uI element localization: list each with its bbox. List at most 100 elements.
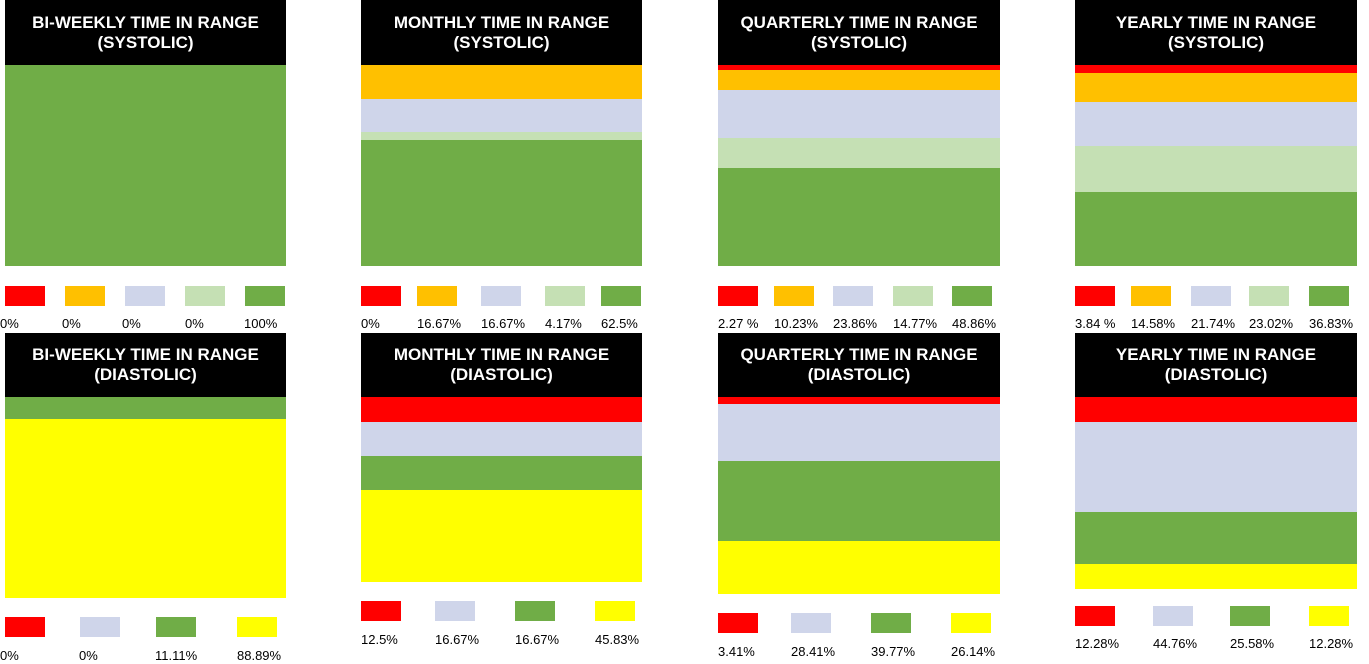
chart-panel: YEARLY TIME IN RANGE (SYSTOLIC) [1075, 0, 1357, 266]
data-label: 12.5% [361, 632, 398, 647]
legend-swatch-green [952, 286, 992, 306]
data-label: 12.28% [1309, 636, 1354, 651]
data-label: 48.86% [952, 316, 997, 331]
bar-segment-yellow [1075, 564, 1357, 589]
chart-title: BI-WEEKLY TIME IN RANGE (SYSTOLIC) [5, 0, 286, 65]
bar-segment-green [1075, 191, 1357, 266]
data-label: 44.76% [1153, 636, 1198, 651]
data-label: 0% [0, 316, 19, 331]
stacked-bar [718, 65, 1000, 266]
stacked-bar [718, 397, 1000, 594]
data-label: 3.41% [718, 644, 755, 659]
chart-panel: MONTHLY TIME IN RANGE (SYSTOLIC) [361, 0, 642, 266]
bar-segment-red [1075, 397, 1357, 422]
bar-segment-light-green [718, 138, 1000, 168]
data-label: 0% [185, 316, 204, 331]
data-label: 0% [122, 316, 141, 331]
bar-segment-orange [718, 69, 1000, 91]
chart-title: BI-WEEKLY TIME IN RANGE (DIASTOLIC) [5, 333, 286, 397]
legend-swatch-lavender [125, 286, 165, 306]
legend-swatch-lavender [435, 601, 475, 621]
bar-segment-light-green [361, 132, 642, 141]
chart-panel: BI-WEEKLY TIME IN RANGE (SYSTOLIC) [5, 0, 286, 266]
legend-swatch-yellow [237, 617, 277, 637]
legend-swatch-lavender [481, 286, 521, 306]
bar-segment-red [1075, 65, 1357, 73]
legend-swatch-orange [774, 286, 814, 306]
stacked-bar [1075, 65, 1357, 266]
legend-swatch-red [1075, 606, 1115, 626]
chart-panel: QUARTERLY TIME IN RANGE (DIASTOLIC) [718, 333, 1000, 594]
chart-panel: QUARTERLY TIME IN RANGE (SYSTOLIC) [718, 0, 1000, 266]
data-label: 4.17% [545, 316, 582, 331]
bar-segment-lavender [718, 403, 1000, 462]
data-label: 0% [0, 648, 19, 663]
legend-swatch-red [5, 286, 45, 306]
data-label: 36.83% [1309, 316, 1354, 331]
data-label: 0% [361, 316, 380, 331]
bar-segment-green [5, 397, 286, 420]
bar-segment-red [718, 65, 1000, 70]
bar-segment-light-green [1075, 145, 1357, 192]
data-label: 100% [244, 316, 278, 331]
legend-swatch-lavender [80, 617, 120, 637]
legend-swatch-lavender [1153, 606, 1193, 626]
legend-swatch-red [361, 601, 401, 621]
chart-title: QUARTERLY TIME IN RANGE (DIASTOLIC) [718, 333, 1000, 397]
data-label: 62.5% [601, 316, 638, 331]
bar-segment-yellow [5, 419, 286, 598]
legend-swatch-light-green [185, 286, 225, 306]
bar-segment-green [718, 167, 1000, 266]
data-label: 14.77% [893, 316, 938, 331]
legend-swatch-orange [417, 286, 457, 306]
legend-swatch-red [1075, 286, 1115, 306]
data-label: 14.58% [1131, 316, 1176, 331]
legend-swatch-red [718, 613, 758, 633]
data-label: 3.84 % [1075, 316, 1116, 331]
bar-segment-orange [1075, 72, 1357, 102]
bar-segment-lavender [1075, 102, 1357, 146]
bar-segment-orange [361, 65, 642, 99]
legend-swatch-light-green [1249, 286, 1289, 306]
chart-panel: YEARLY TIME IN RANGE (DIASTOLIC) [1075, 333, 1357, 589]
bar-segment-red [361, 397, 642, 423]
chart-title: QUARTERLY TIME IN RANGE (SYSTOLIC) [718, 0, 1000, 65]
data-label: 23.02% [1249, 316, 1294, 331]
stacked-bar [361, 65, 642, 266]
legend-swatch-lavender [833, 286, 873, 306]
chart-panel: BI-WEEKLY TIME IN RANGE (DIASTOLIC) [5, 333, 286, 598]
legend-swatch-orange [65, 286, 105, 306]
data-label: 26.14% [951, 644, 996, 659]
chart-title: MONTHLY TIME IN RANGE (SYSTOLIC) [361, 0, 642, 65]
data-label: 45.83% [595, 632, 640, 647]
data-label: 39.77% [871, 644, 916, 659]
data-label: 0% [79, 648, 98, 663]
legend-swatch-yellow [595, 601, 635, 621]
data-label: 2.27 % [718, 316, 759, 331]
data-label: 11.11% [155, 648, 198, 663]
data-label: 23.86% [833, 316, 878, 331]
data-label: 12.28% [1075, 636, 1120, 651]
bar-segment-lavender [718, 90, 1000, 139]
legend-swatch-green [1230, 606, 1270, 626]
legend-swatch-red [361, 286, 401, 306]
data-label: 16.67% [481, 316, 526, 331]
legend-swatch-green [245, 286, 285, 306]
bar-segment-green [1075, 512, 1357, 565]
stacked-bar [361, 397, 642, 582]
data-label: 16.67% [435, 632, 480, 647]
bar-segment-green [718, 461, 1000, 542]
legend-swatch-red [5, 617, 45, 637]
stacked-bar [5, 397, 286, 598]
data-label: 0% [62, 316, 81, 331]
chart-title: YEARLY TIME IN RANGE (DIASTOLIC) [1075, 333, 1357, 397]
bar-segment-yellow [718, 541, 1000, 594]
stacked-bar [1075, 397, 1357, 589]
chart-title: MONTHLY TIME IN RANGE (DIASTOLIC) [361, 333, 642, 397]
chart-panel: MONTHLY TIME IN RANGE (DIASTOLIC) [361, 333, 642, 582]
legend-swatch-yellow [951, 613, 991, 633]
data-label: 16.67% [417, 316, 462, 331]
legend-swatch-red [718, 286, 758, 306]
legend-swatch-light-green [893, 286, 933, 306]
data-label: 10.23% [774, 316, 819, 331]
